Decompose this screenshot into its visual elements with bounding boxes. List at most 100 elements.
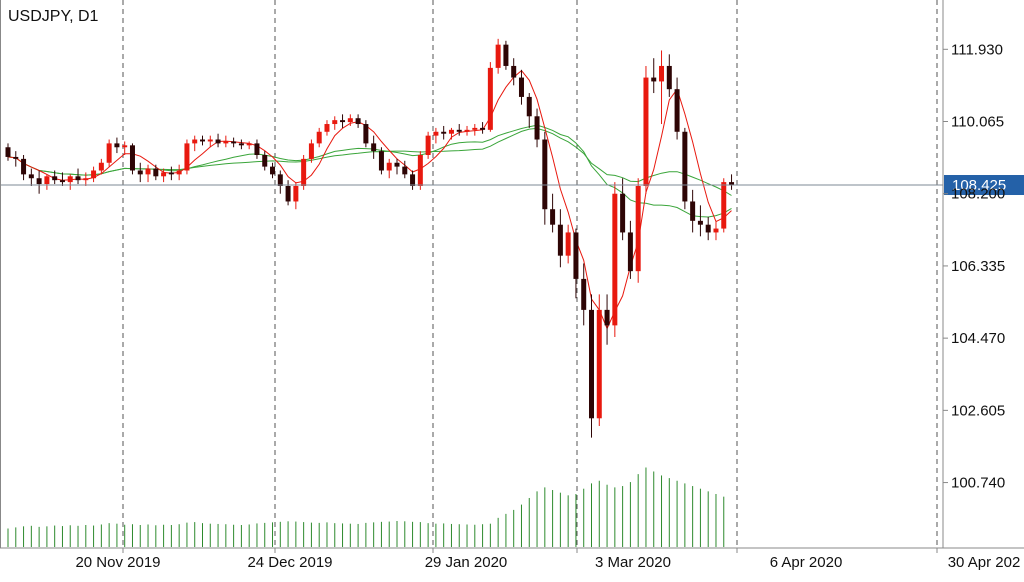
candle-body <box>627 232 633 272</box>
candle-body <box>565 232 571 256</box>
candle-body <box>5 147 11 157</box>
x-tick-label: 6 Apr 2020 <box>770 554 843 571</box>
candle-body <box>83 178 89 181</box>
candle-body <box>495 44 501 68</box>
ma-mid-line <box>7 124 732 218</box>
candle-body <box>231 141 237 144</box>
candle-body <box>511 65 517 78</box>
candle-body <box>340 120 346 123</box>
candle-body <box>659 65 665 82</box>
current-price-box <box>944 175 1024 196</box>
candle-body <box>98 162 104 171</box>
candle-body <box>59 180 65 183</box>
candle-body <box>378 151 384 171</box>
moving-averages <box>7 69 732 330</box>
candle-body <box>293 185 299 202</box>
candle-body <box>28 174 34 179</box>
candle-body <box>168 172 174 175</box>
x-tick-label: 30 Apr 202 <box>948 554 1021 571</box>
candlesticks <box>5 38 735 438</box>
candle-body <box>589 309 594 419</box>
candle-body <box>472 127 478 130</box>
candle-body <box>503 44 509 66</box>
x-tick-label: 20 Nov 2019 <box>75 554 160 571</box>
candle-body <box>207 139 213 142</box>
candle-body <box>332 120 338 125</box>
candle-body <box>542 139 548 210</box>
candle-body <box>526 96 532 117</box>
candle-body <box>137 170 143 175</box>
candle-body <box>697 220 703 225</box>
candle-body <box>666 65 672 90</box>
candle-body <box>262 155 268 167</box>
candle-body <box>448 129 454 134</box>
volume-bars <box>7 467 725 547</box>
candle-body <box>371 143 377 152</box>
candle-body <box>518 77 524 97</box>
current-price-label: 108.425 <box>952 177 1006 194</box>
candle-body <box>690 201 696 221</box>
candle-body <box>13 156 19 159</box>
candle-body <box>184 143 190 171</box>
candle-body <box>612 193 618 326</box>
candle-body <box>324 124 330 132</box>
candle-body <box>534 116 540 140</box>
candle-body <box>215 139 221 144</box>
candle-body <box>643 77 649 186</box>
candle-body <box>417 155 423 186</box>
candle-body <box>651 77 657 82</box>
candle-body <box>557 224 563 256</box>
candle-body <box>75 176 81 181</box>
candle-body <box>464 129 470 132</box>
candle-body <box>363 124 369 144</box>
candle-body <box>581 278 587 310</box>
candle-body <box>114 143 120 148</box>
candle-body <box>246 143 252 146</box>
candle-body <box>573 232 579 279</box>
candle-body <box>161 172 167 177</box>
candle-body <box>52 176 58 181</box>
candle-body <box>285 185 291 202</box>
candle-body <box>386 162 392 171</box>
x-tick-label: 24 Dec 2019 <box>247 554 332 571</box>
candle-body <box>596 309 602 419</box>
x-tick-label: 29 Jan 2020 <box>425 554 508 571</box>
candle-body <box>238 143 244 146</box>
candle-body <box>487 67 493 130</box>
candle-body <box>122 145 128 148</box>
candle-body <box>270 166 276 175</box>
candle-body <box>106 143 112 163</box>
candle-body <box>394 162 400 167</box>
candle-body <box>433 131 439 136</box>
candle-body <box>635 185 641 272</box>
candle-body <box>67 176 73 183</box>
candle-body <box>223 141 229 144</box>
candle-body <box>316 131 322 144</box>
y-tick-label: 106.335 <box>951 258 1005 275</box>
candle-body <box>620 193 626 233</box>
candle-body <box>441 131 447 134</box>
symbol-timeframe-label: USDJPY, D1 <box>8 8 99 25</box>
candle-body <box>674 89 680 132</box>
y-tick-label: 100.740 <box>951 475 1005 492</box>
candle-body <box>410 174 416 186</box>
candle-body <box>347 118 353 123</box>
candle-body <box>145 168 151 175</box>
candle-body <box>21 158 27 175</box>
candle-body <box>192 139 198 144</box>
candle-body <box>129 145 135 171</box>
candle-body <box>604 309 610 326</box>
candle-body <box>91 170 97 179</box>
candle-body <box>456 129 462 132</box>
candle-body <box>402 166 408 175</box>
ma-fast-line <box>7 69 732 330</box>
candle-body <box>308 143 314 159</box>
candle-body <box>153 168 159 177</box>
candle-body <box>355 118 361 125</box>
candle-body <box>550 209 556 225</box>
candle-body <box>713 228 719 233</box>
candle-body <box>36 178 42 185</box>
